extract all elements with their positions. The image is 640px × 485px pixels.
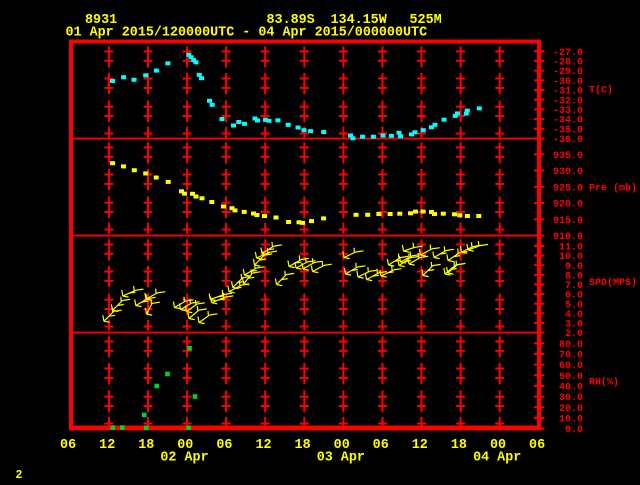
svg-text:06: 06: [529, 438, 545, 453]
svg-text:70.0: 70.0: [559, 351, 583, 362]
svg-text:920.0: 920.0: [553, 200, 583, 211]
svg-text:525M: 525M: [410, 13, 442, 28]
svg-text:30.0: 30.0: [559, 393, 583, 404]
svg-text:18: 18: [138, 438, 154, 453]
svg-text:06: 06: [60, 438, 76, 453]
svg-text:8931: 8931: [85, 13, 117, 28]
svg-text:T(C): T(C): [589, 85, 613, 97]
svg-text:7.0: 7.0: [565, 281, 583, 292]
svg-text:6.0: 6.0: [565, 291, 583, 302]
svg-text:00: 00: [490, 438, 506, 453]
svg-text:2: 2: [16, 469, 23, 480]
svg-text:40.0: 40.0: [559, 383, 583, 394]
svg-text:12: 12: [255, 438, 271, 453]
svg-text:10.0: 10.0: [559, 415, 583, 426]
svg-text:18: 18: [451, 438, 467, 453]
svg-text:-33.0: -33.0: [553, 106, 583, 117]
svg-text:-27.0: -27.0: [553, 48, 583, 59]
svg-text:RH(%): RH(%): [589, 376, 619, 388]
svg-text:-36.0: -36.0: [553, 135, 583, 146]
svg-text:10.0: 10.0: [559, 252, 583, 263]
svg-text:06: 06: [373, 438, 389, 453]
svg-text:-31.0: -31.0: [553, 87, 583, 98]
svg-text:8.0: 8.0: [565, 271, 583, 282]
svg-text:00: 00: [334, 438, 350, 453]
svg-text:04 Apr: 04 Apr: [473, 451, 521, 466]
svg-text:9.0: 9.0: [565, 262, 583, 273]
svg-text:-32.0: -32.0: [553, 96, 583, 107]
svg-text:3.0: 3.0: [565, 320, 583, 331]
svg-text:2.0: 2.0: [565, 329, 583, 340]
svg-text:910.0: 910.0: [553, 232, 583, 243]
svg-text:-35.0: -35.0: [553, 125, 583, 136]
svg-text:0.0: 0.0: [565, 425, 583, 436]
svg-text:-34.0: -34.0: [553, 116, 583, 127]
svg-text:80.0: 80.0: [559, 340, 583, 351]
svg-text:12: 12: [412, 438, 428, 453]
svg-text:11.0: 11.0: [559, 243, 583, 254]
svg-text:-28.0: -28.0: [553, 58, 583, 69]
svg-text:5.0: 5.0: [565, 300, 583, 311]
svg-text:Pre (mb): Pre (mb): [589, 183, 637, 195]
svg-text:20.0: 20.0: [559, 404, 583, 415]
svg-text:01 Apr 2015/120000UTC - 04 Apr: 01 Apr 2015/120000UTC - 04 Apr 2015/0000…: [66, 26, 428, 41]
svg-text:-29.0: -29.0: [553, 67, 583, 78]
svg-text:925.0: 925.0: [553, 183, 583, 194]
svg-text:935.0: 935.0: [553, 151, 583, 162]
svg-text:134.15W: 134.15W: [331, 13, 388, 28]
svg-text:12: 12: [99, 438, 115, 453]
svg-text:-30.0: -30.0: [553, 77, 583, 88]
svg-text:930.0: 930.0: [553, 167, 583, 178]
svg-text:00: 00: [177, 438, 193, 453]
svg-text:06: 06: [216, 438, 232, 453]
svg-text:50.0: 50.0: [559, 372, 583, 383]
svg-text:4.0: 4.0: [565, 310, 583, 321]
svg-text:915.0: 915.0: [553, 216, 583, 227]
svg-text:02 Apr: 02 Apr: [160, 451, 208, 466]
svg-text:03 Apr: 03 Apr: [317, 451, 365, 466]
svg-text:83.89S: 83.89S: [267, 13, 315, 28]
svg-text:60.0: 60.0: [559, 361, 583, 372]
svg-text:SPD(MPS): SPD(MPS): [589, 277, 637, 289]
svg-text:18: 18: [295, 438, 311, 453]
